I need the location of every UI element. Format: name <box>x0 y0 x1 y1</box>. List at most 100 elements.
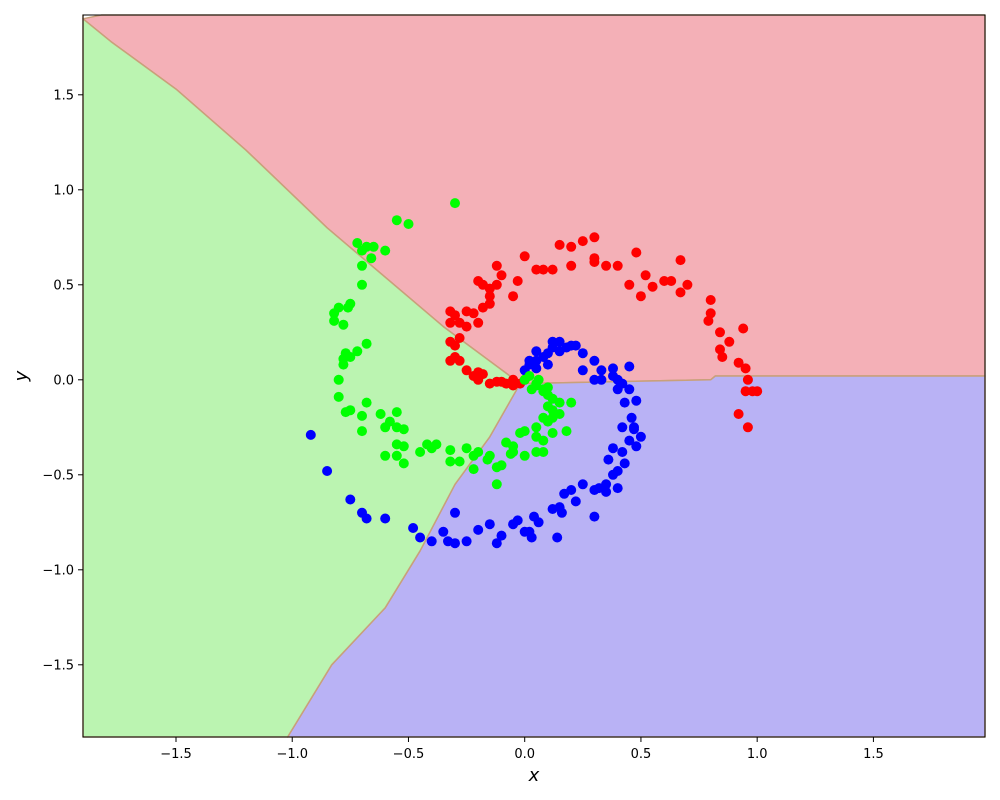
data-point <box>531 447 542 457</box>
data-point <box>738 323 749 334</box>
data-point <box>445 317 456 328</box>
data-point <box>589 511 600 522</box>
data-point <box>577 365 588 376</box>
data-point <box>426 536 437 547</box>
data-point <box>508 447 519 457</box>
data-point <box>659 276 670 286</box>
y-tick-label: 0.0 <box>53 373 74 388</box>
data-point <box>624 435 635 446</box>
data-point <box>566 485 577 495</box>
data-point <box>357 279 367 290</box>
data-point <box>461 443 472 454</box>
data-point <box>491 279 502 290</box>
data-point <box>608 363 618 374</box>
data-point <box>742 374 753 385</box>
data-point <box>619 397 630 408</box>
data-point <box>398 424 409 435</box>
data-point <box>357 410 367 421</box>
x-tick-label: 0.0 <box>514 747 535 762</box>
data-point <box>566 397 577 408</box>
data-point <box>635 291 646 302</box>
data-point <box>705 308 716 319</box>
data-point <box>666 276 677 286</box>
data-point <box>438 526 449 537</box>
data-point <box>345 494 356 505</box>
data-point <box>391 439 402 450</box>
data-point <box>617 447 628 457</box>
data-point <box>454 333 465 343</box>
data-point <box>422 439 433 450</box>
y-tick-label: −0.5 <box>42 468 74 483</box>
data-point <box>461 321 472 332</box>
data-point <box>454 456 465 467</box>
data-point <box>612 374 623 385</box>
y-tick-label: 1.5 <box>53 88 74 103</box>
data-point <box>357 426 367 437</box>
data-point <box>473 524 484 535</box>
data-point <box>496 530 507 541</box>
plot-frame <box>82 14 986 738</box>
data-point <box>322 466 333 476</box>
data-point <box>445 445 456 456</box>
data-point <box>531 264 542 275</box>
data-point <box>556 507 567 518</box>
data-point <box>450 198 460 209</box>
x-axis-label: x <box>528 765 540 786</box>
data-point <box>715 327 725 338</box>
data-point <box>515 428 526 438</box>
data-point <box>508 380 519 391</box>
data-point <box>443 536 453 547</box>
data-point <box>547 336 558 347</box>
data-point <box>361 241 372 252</box>
data-point <box>542 359 553 370</box>
x-tick-label: 1.5 <box>863 747 884 762</box>
data-point <box>570 496 581 507</box>
data-point <box>501 437 512 448</box>
data-point <box>603 454 614 465</box>
data-point <box>589 232 600 243</box>
data-point <box>445 355 456 366</box>
data-point <box>491 538 502 549</box>
data-point <box>675 287 686 298</box>
data-point <box>450 310 460 321</box>
data-point <box>391 215 402 226</box>
decision-regions <box>82 14 986 738</box>
data-point <box>366 253 377 264</box>
data-point <box>570 340 581 351</box>
x-tick-label: −1.5 <box>160 747 192 762</box>
data-point <box>496 376 507 387</box>
data-point <box>508 291 519 302</box>
data-point <box>468 450 479 461</box>
data-point <box>333 302 344 313</box>
data-point <box>496 270 507 281</box>
data-point <box>524 355 535 366</box>
data-point <box>361 338 372 349</box>
data-point <box>733 409 744 419</box>
data-points <box>305 198 763 549</box>
data-point <box>554 336 565 347</box>
data-point <box>626 412 637 423</box>
data-point <box>624 279 635 290</box>
data-point <box>608 469 618 480</box>
data-point <box>589 374 600 385</box>
x-tick-label: 0.5 <box>631 747 652 762</box>
y-tick-label: −1.5 <box>42 658 74 673</box>
data-point <box>547 264 558 275</box>
y-axis-label: y <box>11 370 32 382</box>
data-point <box>531 422 542 433</box>
data-point <box>561 426 572 437</box>
data-point <box>589 355 600 366</box>
data-point <box>717 352 728 362</box>
data-point <box>529 511 539 522</box>
data-point <box>380 450 391 461</box>
data-point <box>391 450 402 461</box>
data-point <box>461 536 472 547</box>
data-point <box>415 447 426 457</box>
data-point <box>601 260 612 271</box>
data-point <box>491 479 502 490</box>
data-point <box>589 485 600 495</box>
data-point <box>338 319 349 330</box>
data-point <box>519 251 530 262</box>
data-point <box>380 422 391 433</box>
data-point <box>538 264 549 275</box>
